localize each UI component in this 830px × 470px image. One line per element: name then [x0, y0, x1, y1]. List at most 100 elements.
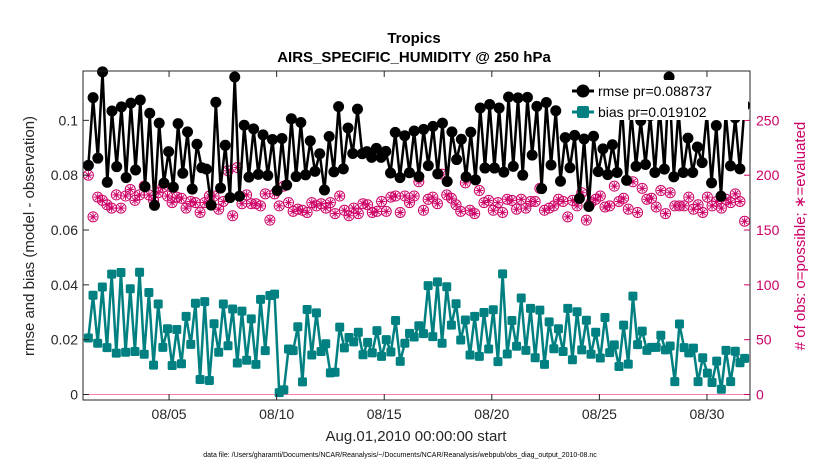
obs-evaluated-marker	[503, 195, 512, 204]
obs-possible-marker	[650, 201, 662, 213]
rmse-marker	[597, 143, 609, 155]
rmse-marker	[668, 171, 680, 183]
rmse-marker	[592, 166, 604, 178]
obs-possible-marker	[227, 210, 239, 222]
y-left-tick-label: 0.08	[51, 167, 78, 183]
obs-possible-marker	[324, 197, 336, 209]
rmse-marker	[578, 133, 590, 145]
obs-evaluated-marker	[582, 216, 591, 225]
bias-marker	[246, 314, 256, 324]
bias-marker	[223, 341, 233, 351]
obs-evaluated-marker	[442, 190, 451, 199]
obs-evaluated-marker	[303, 208, 312, 217]
bias-marker	[167, 360, 177, 370]
obs-evaluated-marker	[102, 200, 111, 209]
rmse-marker	[182, 126, 194, 138]
rmse-marker	[389, 126, 401, 138]
bias-marker	[363, 337, 373, 347]
rmse-marker	[233, 190, 245, 202]
rmse-marker	[564, 162, 576, 174]
obs-evaluated-marker	[228, 211, 237, 220]
rmse-marker	[172, 118, 184, 130]
bias-marker	[423, 281, 433, 291]
obs-evaluated-marker	[256, 201, 265, 210]
rmse-marker	[144, 107, 156, 119]
bias-marker	[488, 305, 498, 315]
bias-marker	[702, 368, 712, 378]
obs-possible-marker	[683, 191, 695, 203]
obs-evaluated-marker	[321, 204, 330, 213]
bias-marker	[460, 315, 470, 325]
bias-marker	[432, 277, 442, 287]
y-right-tick-label: 150	[756, 222, 780, 238]
rmse-marker	[337, 163, 349, 175]
bias-marker	[209, 319, 219, 329]
obs-evaluated-marker	[172, 193, 181, 202]
bias-marker	[321, 339, 331, 349]
obs-evaluated-marker	[563, 212, 572, 221]
obs-evaluated-marker	[377, 197, 386, 206]
rmse-marker	[427, 120, 439, 132]
obs-possible-marker	[283, 197, 295, 209]
rmse-marker	[512, 92, 524, 104]
obs-evaluated-marker	[614, 197, 623, 206]
obs-evaluated-marker	[666, 188, 675, 197]
bias-marker	[428, 332, 438, 342]
bias-marker	[502, 349, 512, 359]
obs-possible-marker	[264, 214, 276, 226]
y-right-tick-label: 100	[756, 277, 780, 293]
obs-evaluated-marker	[642, 195, 651, 204]
rmse-marker	[267, 134, 279, 146]
obs-evaluated-marker	[298, 206, 307, 215]
rmse-marker	[295, 117, 307, 129]
bias-marker	[121, 347, 131, 357]
obs-evaluated-marker	[349, 204, 358, 213]
rmse-marker	[545, 159, 557, 171]
bias-marker	[349, 337, 359, 347]
obs-evaluated-marker	[391, 192, 400, 201]
bias-marker	[130, 346, 140, 356]
bias-marker	[204, 376, 214, 386]
bias-marker	[242, 355, 252, 365]
bias-marker	[493, 357, 503, 367]
rmse-marker	[621, 174, 633, 186]
bias-marker	[181, 311, 191, 321]
rmse-marker	[630, 160, 642, 172]
obs-evaluated-marker	[93, 193, 102, 202]
obs-possible-marker	[734, 196, 746, 208]
bias-marker	[586, 349, 596, 359]
bias-marker	[111, 348, 121, 358]
obs-evaluated-marker	[726, 198, 735, 207]
bias-marker	[381, 335, 391, 345]
obs-evaluated-marker	[596, 192, 605, 201]
rmse-marker	[583, 200, 595, 212]
bias-marker	[577, 345, 587, 355]
bias-marker	[609, 340, 619, 350]
rmse-marker	[92, 152, 104, 164]
bias-marker	[93, 338, 103, 348]
bias-marker	[637, 326, 647, 336]
obs-possible-marker	[562, 211, 574, 223]
rmse-marker	[611, 166, 623, 178]
bias-marker	[521, 345, 531, 355]
obs-possible-marker	[334, 190, 346, 202]
bias-marker	[330, 367, 340, 377]
obs-evaluated-marker	[531, 197, 540, 206]
obs-evaluated-marker	[684, 193, 693, 202]
obs-evaluated-marker	[521, 204, 530, 213]
obs-evaluated-marker	[475, 186, 484, 195]
rmse-marker	[658, 163, 670, 175]
obs-evaluated-marker	[591, 195, 600, 204]
bias-marker	[228, 304, 238, 314]
obs-possible-marker	[473, 185, 485, 197]
bias-marker	[311, 308, 321, 318]
bias-marker	[512, 341, 522, 351]
rmse-marker	[687, 166, 699, 178]
rmse-marker	[602, 169, 614, 181]
bias-marker	[716, 384, 726, 394]
obs-evaluated-marker	[135, 190, 144, 199]
obs-evaluated-marker	[307, 198, 316, 207]
obs-evaluated-marker	[656, 186, 665, 195]
bias-marker	[591, 327, 601, 337]
rmse-marker	[408, 125, 420, 137]
